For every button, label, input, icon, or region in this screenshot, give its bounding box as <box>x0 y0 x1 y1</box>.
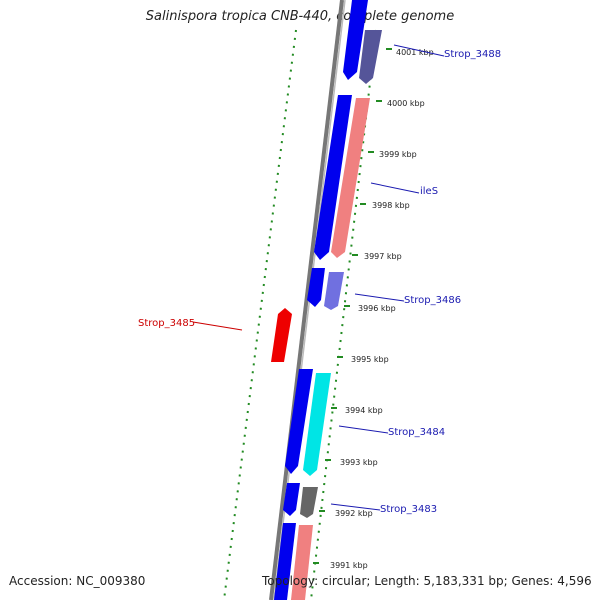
tick-label-3994: 3994 kbp <box>345 406 383 415</box>
gene-strop-3486-forward[interactable] <box>307 268 325 307</box>
gene-3991-forward[interactable] <box>274 523 296 600</box>
gene-strop-3488[interactable] <box>343 0 368 80</box>
gene-3991[interactable] <box>291 525 313 600</box>
tick-label-3999: 3999 kbp <box>379 150 417 159</box>
tick-label-3991: 3991 kbp <box>330 561 368 570</box>
map-title: Salinispora tropica CNB-440, complete ge… <box>145 9 455 24</box>
gene-label-strop-3488[interactable]: Strop_3488 <box>444 49 501 60</box>
gene-iles[interactable] <box>331 98 370 258</box>
tick-label-4001: 4001 kbp <box>396 48 434 57</box>
gene-leader-lines <box>192 44 445 511</box>
tick-label-3993: 3993 kbp <box>340 458 378 467</box>
gene-label-strop-3486[interactable]: Strop_3486 <box>404 295 461 306</box>
gene-strop-3483[interactable] <box>300 487 318 518</box>
tick-label-3997: 3997 kbp <box>364 252 402 261</box>
topology-text: Topology: circular; Length: 5,183,331 bp… <box>262 574 592 588</box>
gene-strop-3484-forward[interactable] <box>285 369 313 474</box>
tick-label-3995: 3995 kbp <box>351 355 389 364</box>
gene-label-strop-3485[interactable]: Strop_3485 <box>138 318 195 329</box>
gene-strop-3485[interactable] <box>271 308 292 362</box>
gene-strop-3484[interactable] <box>303 373 331 476</box>
gene-strop-3483-forward[interactable] <box>283 483 300 516</box>
gene-label-strop-3484[interactable]: Strop_3484 <box>388 427 445 438</box>
gene-label-iles[interactable]: ileS <box>420 186 438 197</box>
tick-label-3998: 3998 kbp <box>372 201 410 210</box>
tick-label-3992: 3992 kbp <box>335 509 373 518</box>
genome-backbone <box>269 0 344 600</box>
tick-label-3996: 3996 kbp <box>358 304 396 313</box>
tick-label-4000: 4000 kbp <box>387 99 425 108</box>
gene-strop-3486[interactable] <box>324 272 344 310</box>
tick-marks <box>313 48 392 564</box>
gene-iles-forward[interactable] <box>314 95 352 260</box>
gene-label-strop-3483[interactable]: Strop_3483 <box>380 504 437 515</box>
gene-strop-3488-b[interactable] <box>359 30 382 84</box>
accession-text: Accession: NC_009380 <box>9 574 146 588</box>
